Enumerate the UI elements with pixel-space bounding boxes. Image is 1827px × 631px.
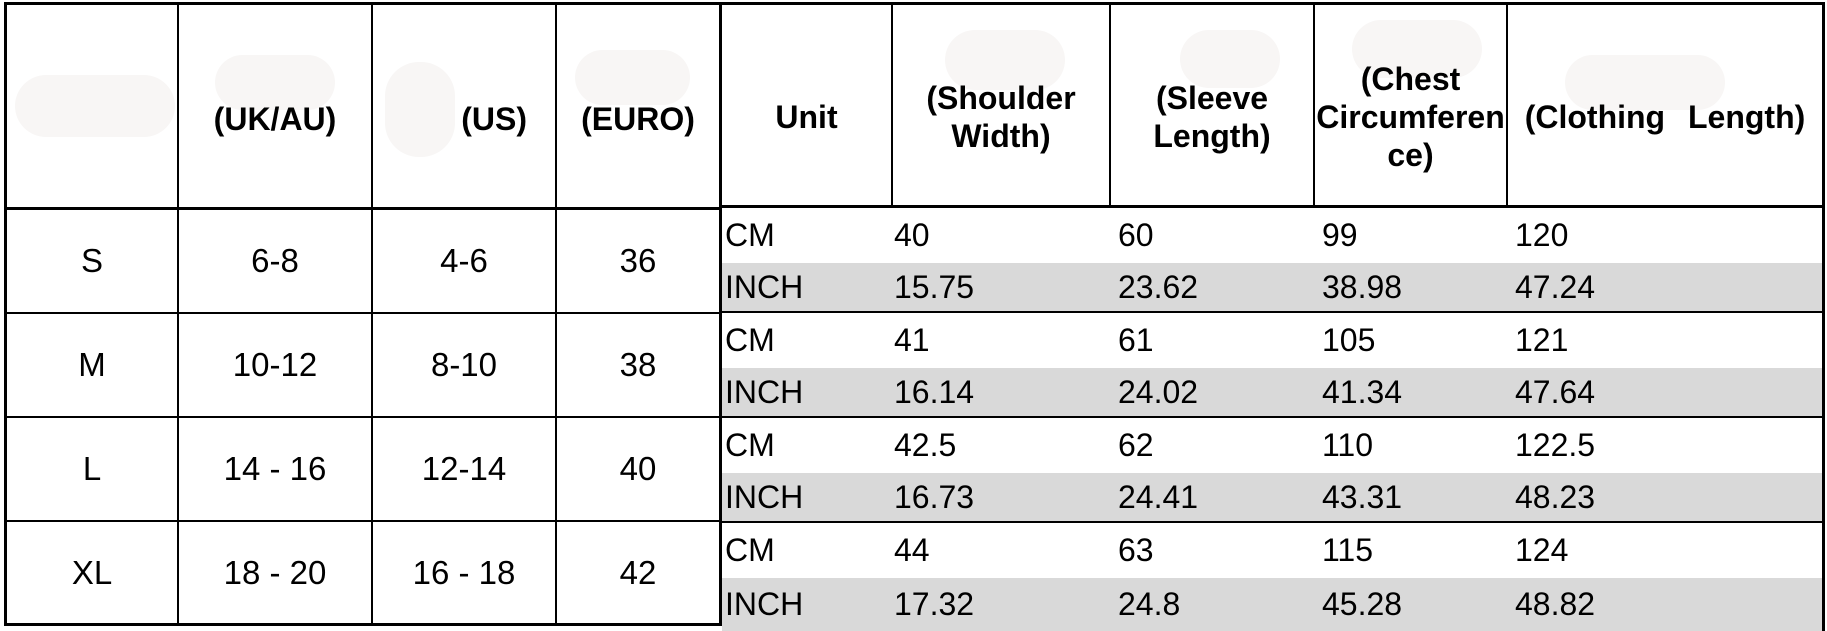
size-row-m: M 10-12 8-10 38 (7, 314, 719, 418)
size-row-l: L 14 - 16 12-14 40 (7, 418, 719, 522)
size-cell: M (7, 314, 179, 416)
shoulder-value: 17.32 (894, 586, 975, 622)
clothing-value: 48.82 (1515, 586, 1596, 622)
shoulder-width-header-cell: (Shoulder Width) (893, 5, 1111, 205)
clothing-length-header-cell: (Clothing Length) (1508, 5, 1822, 205)
erased-watermark-blob (945, 30, 1065, 90)
chest-value: 41.34 (1322, 373, 1403, 410)
erased-watermark-blob (1352, 20, 1482, 78)
sleeve-value: 60 (1118, 217, 1154, 253)
chest-value: 38.98 (1322, 268, 1403, 305)
clothing-value: 121 (1515, 322, 1569, 358)
clothing-value: 124 (1515, 532, 1569, 568)
sleeve-value: 24.8 (1118, 586, 1181, 622)
erased-watermark-blob (215, 55, 335, 110)
erased-watermark-blob (1180, 30, 1280, 88)
us-cell: 4-6 (373, 210, 557, 312)
sleeve-value: 23.62 (1118, 268, 1199, 305)
euro-cell: 36 (619, 242, 657, 279)
clothing-value: 122.5 (1515, 427, 1596, 463)
measure-row-xl-cm: CM 44 63 115 124 (722, 523, 1822, 578)
chest-value: 105 (1322, 322, 1376, 358)
unit-header-label: Unit (775, 99, 838, 135)
size-cell: XL (7, 522, 179, 623)
clothing-value: 47.64 (1515, 373, 1596, 410)
measure-row-m-inch: INCH 16.14 24.02 41.34 47.64 (722, 368, 1822, 418)
size-cell: L (7, 418, 179, 520)
clothing-value: 47.24 (1515, 268, 1596, 305)
us-header-label: (US) (461, 101, 527, 137)
shoulder-value: 16.14 (894, 373, 975, 410)
sleeve-length-header-cell: (Sleeve Length) (1111, 5, 1315, 205)
unit-label: INCH (725, 373, 804, 410)
ukau-header-label: (UK/AU) (213, 101, 337, 137)
euro-cell: 42 (619, 553, 657, 591)
us-cell: 8-10 (373, 314, 557, 416)
ukau-cell: 10-12 (179, 314, 373, 416)
ukau-header-cell: (UK/AU) (179, 5, 373, 207)
size-columns-table: (UK/AU) (US) (EURO) S 6-8 4-6 36 M 10-12… (4, 2, 722, 626)
shoulder-value: 41 (894, 322, 930, 358)
shoulder-value: 15.75 (894, 268, 975, 305)
size-header-row: (UK/AU) (US) (EURO) (7, 5, 719, 210)
euro-cell: 38 (619, 346, 657, 383)
erased-watermark-blob (1565, 55, 1725, 110)
shoulder-value: 42.5 (894, 427, 957, 463)
ukau-cell: 18 - 20 (179, 522, 373, 623)
chest-circumference-header-cell: (Chest Circumferen ce) (1315, 5, 1508, 205)
unit-header-cell: Unit (722, 5, 893, 205)
us-cell: 12-14 (373, 418, 557, 520)
unit-label: CM (725, 532, 775, 568)
erased-watermark-blob (15, 75, 175, 137)
shoulder-value: 44 (894, 532, 930, 568)
unit-label: INCH (725, 478, 804, 515)
chest-value: 110 (1322, 427, 1374, 463)
size-cell: S (7, 210, 179, 312)
sleeve-value: 24.41 (1118, 478, 1199, 515)
measure-row-s-cm: CM 40 60 99 120 (722, 208, 1822, 263)
measurements-header-row: Unit (Shoulder Width) (Sleeve Length) (C… (722, 5, 1822, 208)
euro-header-label: (EURO) (581, 101, 695, 137)
ukau-cell: 6-8 (179, 210, 373, 312)
measure-row-s-inch: INCH 15.75 23.62 38.98 47.24 (722, 263, 1822, 313)
sleeve-value: 24.02 (1118, 373, 1199, 410)
size-header-cell (7, 5, 179, 207)
euro-header-cell: (EURO) (557, 5, 719, 207)
shoulder-value: 40 (894, 217, 930, 253)
chest-value: 45.28 (1322, 586, 1403, 622)
size-row-s: S 6-8 4-6 36 (7, 210, 719, 314)
size-row-xl: XL 18 - 20 16 - 18 42 (7, 522, 719, 623)
chest-value: 43.31 (1322, 478, 1403, 515)
unit-label: INCH (725, 586, 804, 622)
erased-watermark-blob (575, 50, 690, 105)
us-header-cell: (US) (373, 5, 557, 207)
unit-label: CM (725, 322, 775, 358)
sleeve-value: 62 (1118, 427, 1154, 463)
sleeve-value: 61 (1118, 322, 1154, 358)
us-cell: 16 - 18 (373, 522, 557, 623)
clothing-length-header-label: (Clothing Length) (1524, 99, 1806, 135)
chest-circumference-header-label: (Chest Circumferen ce) (1316, 61, 1505, 173)
measure-row-m-cm: CM 41 61 105 121 (722, 313, 1822, 368)
measure-row-l-cm: CM 42.5 62 110 122.5 (722, 418, 1822, 473)
clothing-value: 120 (1515, 217, 1569, 253)
euro-cell: 40 (619, 450, 657, 487)
erased-watermark-blob (385, 62, 455, 157)
clothing-value: 48.23 (1515, 478, 1596, 515)
measurements-table: Unit (Shoulder Width) (Sleeve Length) (C… (722, 2, 1825, 631)
unit-label: INCH (725, 268, 804, 305)
shoulder-value: 16.73 (894, 478, 975, 515)
shoulder-width-header-label: (Shoulder Width) (926, 80, 1076, 154)
unit-label: CM (725, 217, 775, 253)
measure-row-l-inch: INCH 16.73 24.41 43.31 48.23 (722, 473, 1822, 523)
chest-value: 115 (1322, 532, 1374, 568)
measure-row-xl-inch: INCH 17.32 24.8 45.28 48.82 (722, 578, 1822, 631)
sleeve-length-header-label: (Sleeve Length) (1153, 80, 1271, 154)
ukau-cell: 14 - 16 (179, 418, 373, 520)
unit-label: CM (725, 427, 775, 463)
sleeve-value: 63 (1118, 532, 1154, 568)
chest-value: 99 (1322, 217, 1358, 253)
